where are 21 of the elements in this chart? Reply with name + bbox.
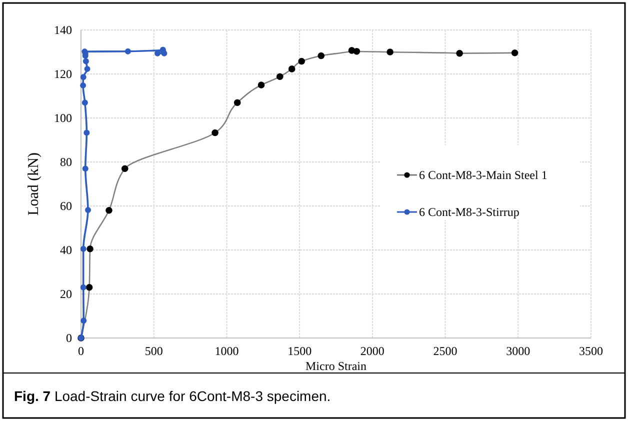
y-tick-label: 80	[60, 155, 72, 169]
y-axis-title: Load (kN)	[26, 152, 42, 216]
x-tick-label: 2500	[433, 344, 458, 358]
y-tick-label: 60	[60, 199, 72, 213]
y-tick-label: 140	[54, 23, 72, 37]
x-tick-label: 3500	[579, 344, 603, 358]
legend-label: 6 Cont-M8-3-Stirrup	[419, 205, 520, 219]
x-tick-label: 3000	[506, 344, 530, 358]
x-tick-label: 1000	[214, 344, 239, 358]
y-tick-label: 100	[54, 111, 72, 125]
x-tick-label: 500	[144, 344, 163, 358]
caption: Fig. 7 Load-Strain curve for 6Cont-M8-3 specimen.	[14, 388, 331, 404]
y-tick-label: 0	[66, 331, 72, 345]
x-tick-label: 0	[78, 344, 84, 358]
x-tick-label: 2000	[360, 344, 384, 358]
legend-label: 6 Cont-M8-3-Main Steel 1	[419, 168, 548, 182]
y-tick-label: 120	[54, 67, 72, 81]
y-tick-label: 40	[60, 243, 72, 257]
x-tick-label: 1500	[288, 344, 312, 358]
x-axis-title: Micro Strain	[306, 359, 366, 373]
y-tick-label: 20	[60, 287, 72, 301]
